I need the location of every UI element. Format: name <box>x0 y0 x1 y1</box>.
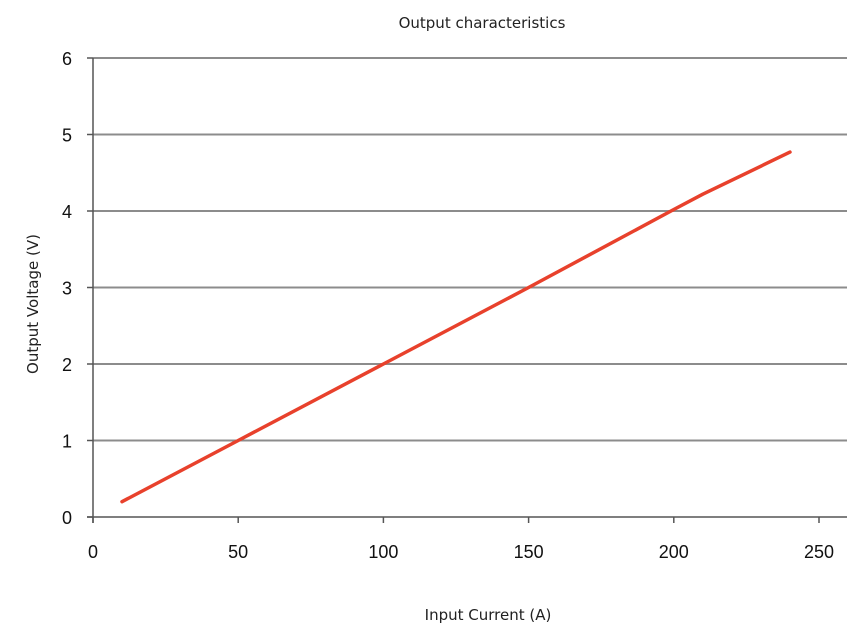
axes <box>87 57 847 523</box>
y-tick-label: 6 <box>62 49 72 69</box>
x-tick-label: 250 <box>804 542 834 562</box>
chart-title: Output characteristics <box>399 14 566 32</box>
y-tick-label: 4 <box>62 202 72 222</box>
x-tick-label: 150 <box>514 542 544 562</box>
y-tick-labels: 0 1 2 3 4 5 6 <box>62 49 72 528</box>
y-tick-label: 5 <box>62 126 72 146</box>
x-tick-label: 0 <box>88 542 98 562</box>
y-tick-label: 3 <box>62 279 72 299</box>
x-tick-labels: 0 50 100 150 200 250 <box>88 542 834 562</box>
gridlines <box>93 57 847 442</box>
series-group <box>120 150 792 504</box>
x-tick-label: 200 <box>659 542 689 562</box>
x-axis-label: Input Current (A) <box>425 606 552 624</box>
y-tick-label: 0 <box>62 508 72 528</box>
series-line-0 <box>120 150 792 504</box>
y-axis-label: Output Voltage (V) <box>24 234 42 374</box>
x-tick-label: 50 <box>228 542 248 562</box>
x-tick-label: 100 <box>368 542 398 562</box>
y-tick-label: 1 <box>62 432 72 452</box>
y-tick-label: 2 <box>62 355 72 375</box>
